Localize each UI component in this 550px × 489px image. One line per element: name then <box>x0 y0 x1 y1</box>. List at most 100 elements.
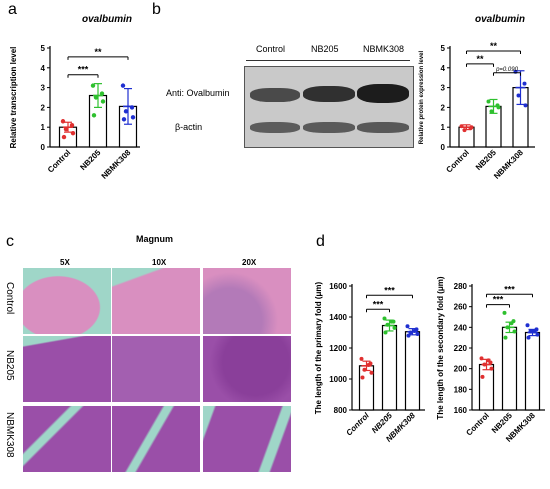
chart-a-ytick-label: 1 <box>41 123 46 132</box>
chart-d2-ytick-label: 240 <box>454 323 468 332</box>
chart-d2-category-label: Control <box>464 411 490 437</box>
chart-d2-bar-nbmk308 <box>524 331 541 411</box>
chart-a-point-nbmk308 <box>130 115 136 120</box>
blot-band-ovalbumin-nb205 <box>303 86 355 102</box>
chart-a-ytick-label: 0 <box>41 143 46 152</box>
histology-image-nb205-10x <box>112 336 200 402</box>
chart-d1-ylabel: The length of the primary fold (μm) <box>314 281 323 414</box>
blot-band-actin-control <box>250 122 300 133</box>
chart-a-point-nbmk308 <box>120 83 126 88</box>
chart-d2-point-control <box>479 356 484 361</box>
chart-a-ytick-label: 5 <box>41 44 46 53</box>
histology-title: Magnum <box>136 234 173 244</box>
panel-label-d: d <box>316 233 325 250</box>
chart-d1-ytick-label: 1600 <box>329 282 347 291</box>
chart-d2-ytick-label: 280 <box>454 282 468 291</box>
chart-b-point-nbmk308 <box>522 81 527 86</box>
panel-label-b: b <box>152 1 161 18</box>
chart-b-ytick-label: 1 <box>441 123 446 132</box>
chart-a-point-nb205 <box>99 91 105 96</box>
chart-d1-ytick-label: 1000 <box>329 375 347 384</box>
histology-image-control-5x <box>23 268 111 334</box>
chart-b-point-control <box>459 124 464 129</box>
chart-a-title: ovalbumin <box>82 14 132 25</box>
chart-d1-point-control <box>360 375 365 380</box>
chart-b-point-nbmk308 <box>516 93 521 98</box>
chart-b-point-control <box>469 125 474 130</box>
histology-image-nbmk308-20x <box>203 406 291 472</box>
chart-a-ytick-label: 4 <box>41 64 46 73</box>
chart-d1-point-nb205 <box>383 330 388 335</box>
chart-a-point-control <box>63 126 69 132</box>
chart-d1-point-control <box>359 356 364 361</box>
chart-a-ytick-label: 2 <box>41 103 46 112</box>
chart-d1-ytick-label: 1200 <box>329 344 347 353</box>
chart-d2-point-nb205 <box>505 325 510 330</box>
chart-a-ytick-label: 3 <box>41 84 46 93</box>
blot-row-ovalbumin: Anti: Ovalbumin <box>166 88 230 98</box>
chart-d1-point-control <box>366 363 371 368</box>
histology-image-control-10x <box>112 268 200 334</box>
chart-d1-point-control <box>369 370 374 375</box>
chart-d2-point-nbmk308 <box>526 335 531 340</box>
chart-d2-sig-label: *** <box>504 284 515 294</box>
chart-d2-point-control <box>489 366 494 371</box>
panel-label-a: a <box>8 1 17 18</box>
histology-image-control-20x <box>203 268 291 334</box>
histology-image-nb205-5x <box>23 336 111 402</box>
blot-band-actin-nb205 <box>303 122 355 133</box>
chart-d1-point-nbmk308 <box>406 333 411 338</box>
chart-d2-bar-control <box>478 363 495 411</box>
chart-b-ylabel: Relative protein expression level <box>419 50 425 144</box>
chart-a-point-control <box>60 119 66 124</box>
blot-band-ovalbumin-control <box>250 88 300 102</box>
blot-col-nb205: NB205 <box>311 44 339 54</box>
chart-b-point-control <box>462 128 467 133</box>
chart-b-point-nbmk308 <box>523 103 528 108</box>
chart-a-point-nb205 <box>91 113 97 118</box>
chart-b-ytick-label: 4 <box>441 64 446 73</box>
histology-image-nb205-20x <box>203 336 291 402</box>
chart-d2-ytick-label: 220 <box>454 344 468 353</box>
blot-row-actin: β-actin <box>175 122 203 132</box>
chart-d1-point-nb205 <box>389 319 394 324</box>
chart-d2-point-nb205 <box>503 335 508 340</box>
chart-d1-point-nb205 <box>382 316 387 321</box>
chart-b-sig-label: ** <box>490 41 498 51</box>
chart-d1-point-nb205 <box>385 322 390 327</box>
histology-col-5x: 5X <box>60 258 70 267</box>
chart-b-ytick-label: 5 <box>441 44 446 53</box>
chart-d2-ytick-label: 260 <box>454 303 468 312</box>
chart-d2-point-nbmk308 <box>525 323 530 328</box>
histology-col-10x: 10X <box>152 258 167 267</box>
histology-image-nbmk308-5x <box>23 406 111 472</box>
chart-b-point-nb205 <box>489 109 494 114</box>
blot-col-control: Control <box>256 44 286 54</box>
chart-a-sig-label: *** <box>78 65 89 75</box>
chart-b-ytick-label: 0 <box>441 143 446 152</box>
chart-d2-bar-nb205 <box>501 326 518 411</box>
chart-d2-point-nb205 <box>512 329 517 334</box>
chart-d1-point-nbmk308 <box>408 330 413 335</box>
chart-d2-point-nbmk308 <box>532 329 537 334</box>
chart-d1-point-control <box>362 367 367 372</box>
blot-band-actin-nbmk308 <box>357 122 409 133</box>
chart-b-point-nb205 <box>486 99 491 104</box>
chart-d1-point-nbmk308 <box>412 328 417 333</box>
chart-a-point-nb205 <box>90 83 96 88</box>
chart-a-point-control <box>69 123 75 128</box>
blot-col-divider <box>246 60 410 61</box>
chart-a-sig-label: ** <box>94 47 102 57</box>
chart-b-point-nb205 <box>496 105 501 110</box>
chart-d2-point-control <box>480 374 485 379</box>
chart-a-point-nbmk308 <box>129 105 135 110</box>
chart-d2-point-control <box>486 358 491 363</box>
chart-d2-point-nb205 <box>502 310 507 315</box>
chart-b-protein-expression: ovalbumin 0 1 2 3 4 5 Relative protein expressi… <box>419 14 535 181</box>
chart-d2-ytick-label: 180 <box>454 385 468 394</box>
chart-b-ytick-label: 3 <box>441 84 446 93</box>
chart-d1-point-nb205 <box>392 325 397 330</box>
chart-d2-sig-label: *** <box>493 295 504 305</box>
chart-d1-ytick-label: 1400 <box>329 313 347 322</box>
